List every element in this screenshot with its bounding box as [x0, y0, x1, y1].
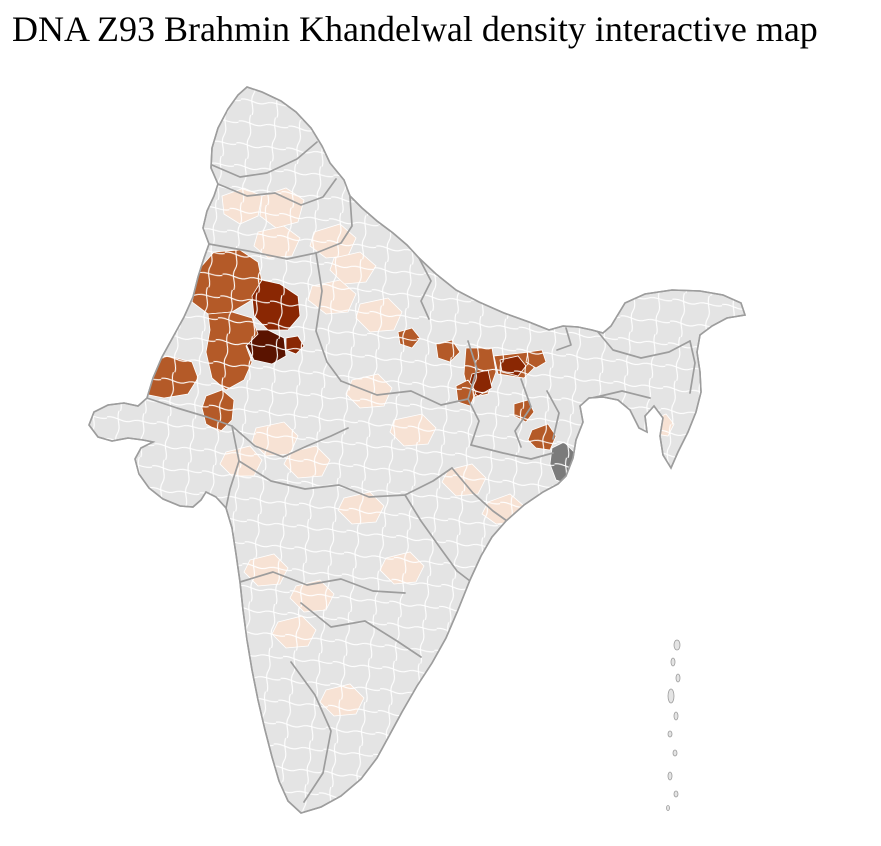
state-border-line: [451, 467, 508, 522]
island: [673, 711, 679, 721]
state-border-line: [315, 252, 342, 382]
state-border-line: [315, 196, 353, 254]
district-boundaries-mesh: [89, 87, 745, 813]
state-border-line: [300, 602, 422, 658]
andaman-nicobar-islands: [666, 639, 681, 811]
state-border-line: [470, 444, 554, 460]
page-title: DNA Z93 Brahmin Khandelwal density inter…: [12, 9, 818, 49]
island: [666, 805, 670, 811]
state-border-line: [418, 257, 432, 320]
state-borders-layer: [146, 141, 696, 803]
india-outer-border: [88, 86, 747, 814]
state-border-line: [556, 327, 572, 351]
island: [667, 730, 673, 738]
state-border-line: [146, 397, 349, 458]
state-border-line: [208, 243, 317, 260]
island: [673, 639, 681, 651]
island: [673, 790, 679, 798]
state-border-line: [404, 494, 471, 582]
state-border-line: [467, 340, 480, 446]
island: [667, 688, 675, 704]
state-border-line: [290, 661, 332, 803]
state-border-line: [591, 390, 651, 399]
state-border-line: [340, 380, 469, 406]
state-border-line: [211, 141, 318, 178]
state-border-line: [238, 460, 453, 498]
state-border-line: [239, 571, 406, 594]
state-border-line: [217, 178, 337, 206]
state-border-line: [689, 340, 696, 394]
island: [672, 749, 678, 757]
state-border-line: [225, 425, 240, 509]
island: [667, 771, 673, 781]
state-border-line: [597, 331, 691, 359]
state-border-line: [514, 378, 532, 448]
state-border-line: [546, 390, 560, 440]
island: [670, 657, 676, 667]
island: [675, 673, 681, 683]
